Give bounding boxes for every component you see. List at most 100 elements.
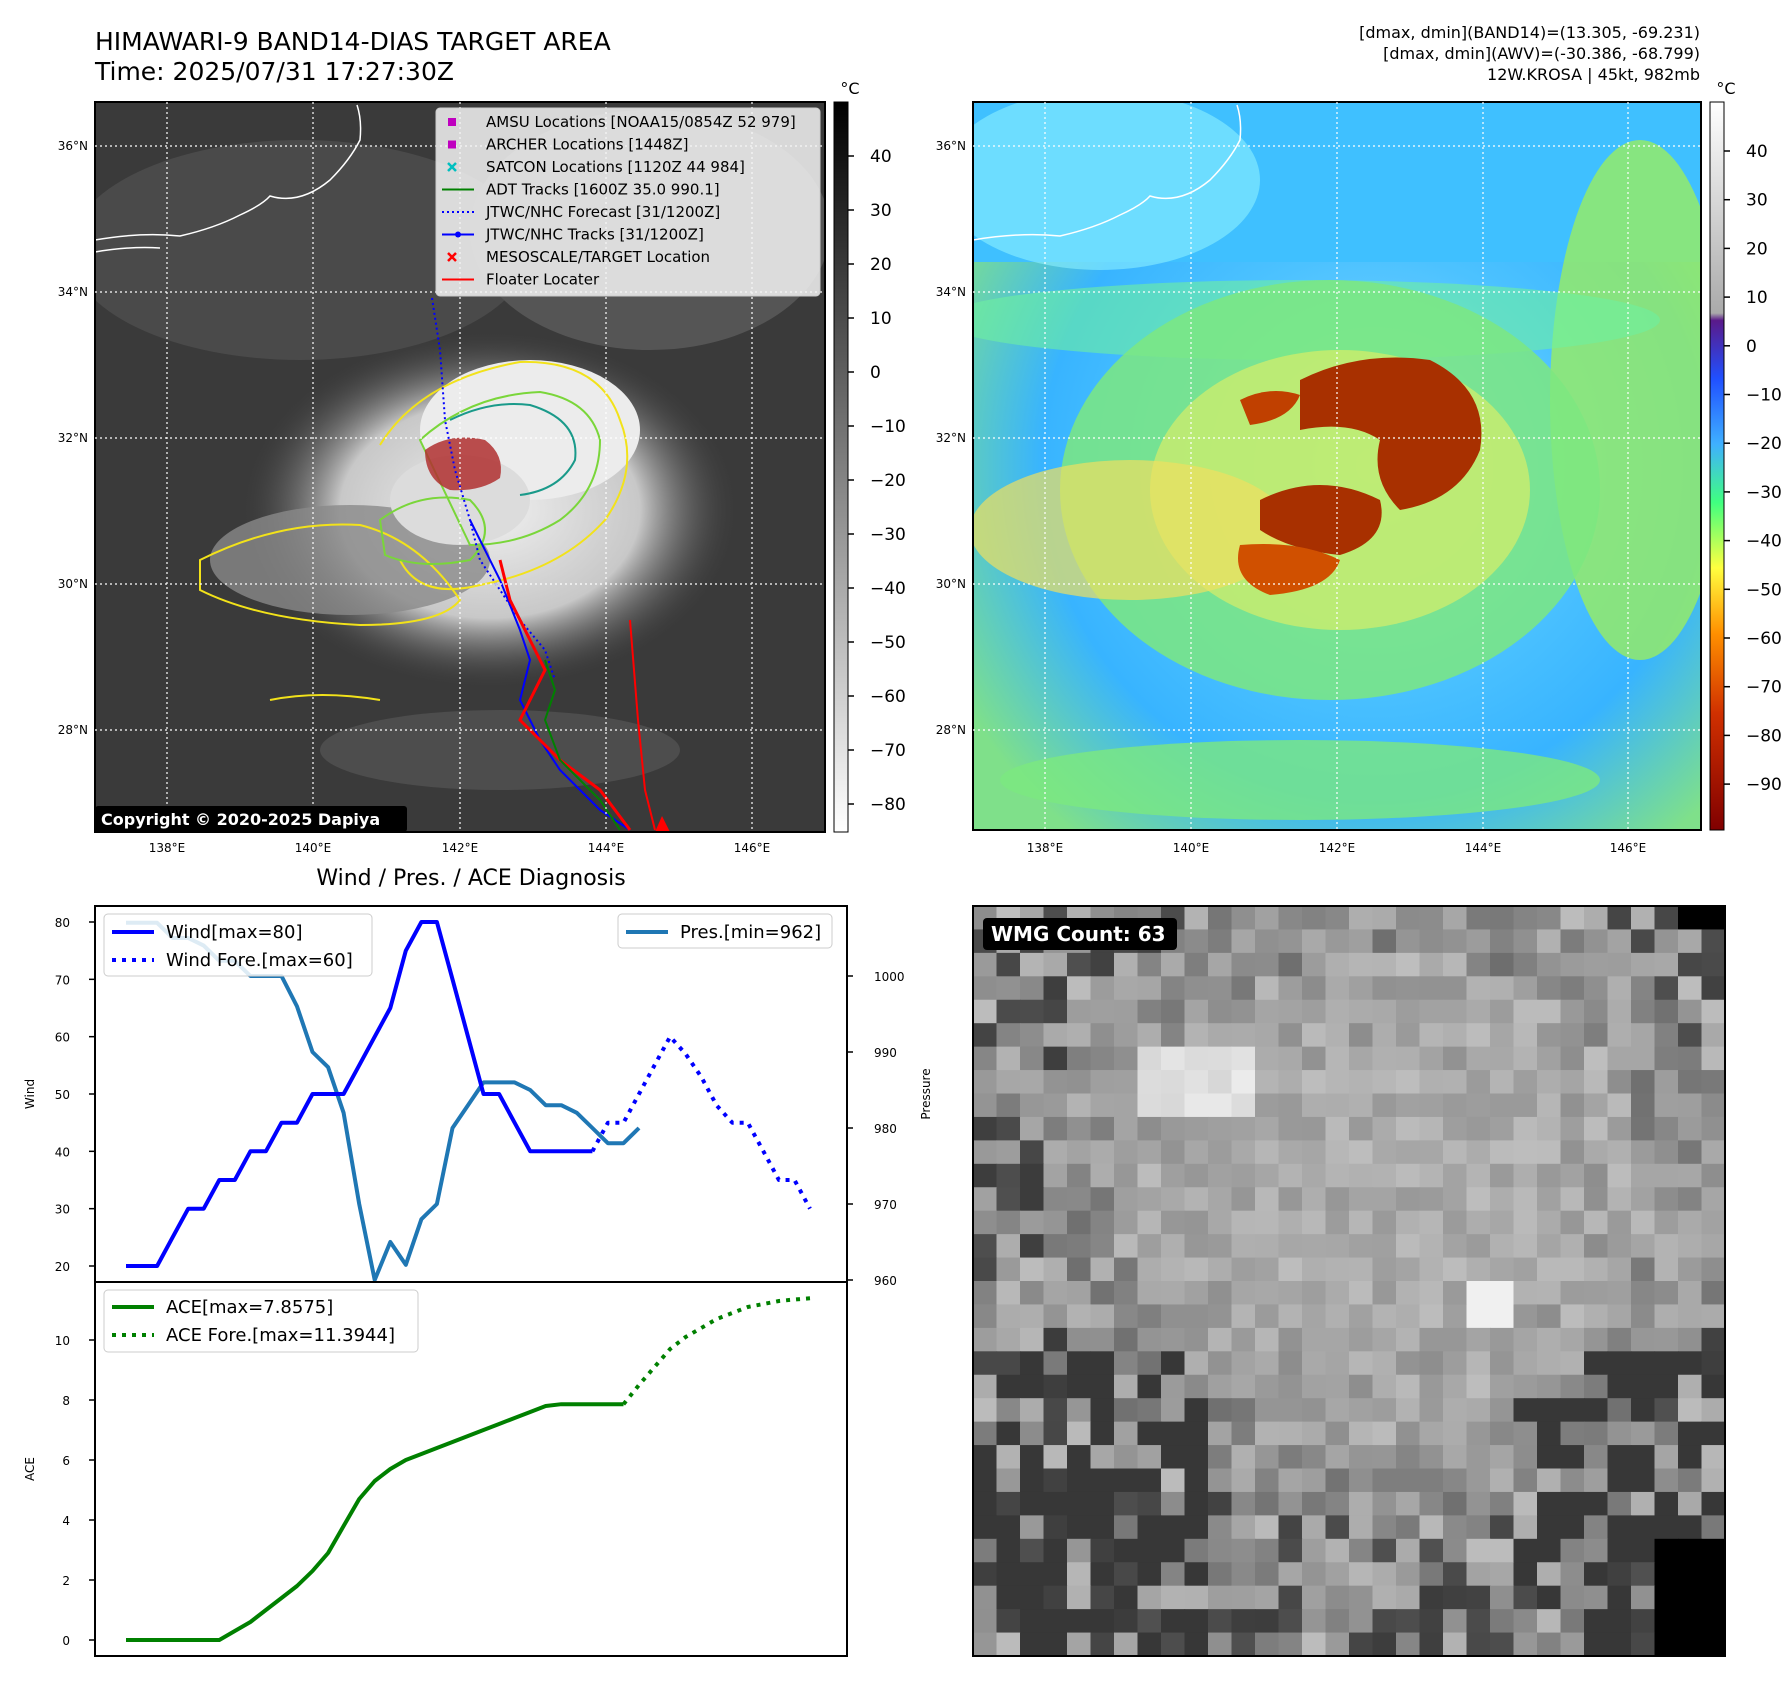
legend-item: SATCON Locations [1120Z 44 984] xyxy=(447,158,745,176)
wmg-cell xyxy=(1443,1187,1468,1212)
wmg-cell xyxy=(1607,1538,1632,1563)
wmg-cell xyxy=(1255,1538,1280,1563)
wmg-cell xyxy=(1584,1585,1609,1610)
wmg-cell xyxy=(1184,1632,1209,1656)
wmg-cell xyxy=(1184,1140,1209,1165)
wmg-cell xyxy=(1631,1538,1656,1563)
wmg-cell xyxy=(1443,976,1468,1001)
wmg-cell xyxy=(1584,1398,1609,1423)
wmg-cell xyxy=(1443,952,1468,977)
wmg-cell xyxy=(1090,976,1115,1001)
wmg-cell xyxy=(1513,952,1538,977)
wmg-cell xyxy=(1231,1515,1256,1540)
wmg-cell xyxy=(1231,929,1256,954)
wmg-cell xyxy=(1396,1304,1421,1329)
wmg-cell xyxy=(1701,1374,1725,1399)
wmg-cell xyxy=(973,1374,998,1399)
wmg-cell xyxy=(1396,1234,1421,1259)
wmg-cell xyxy=(1466,1468,1491,1493)
wmg-cell xyxy=(1278,1257,1303,1282)
wmg-cell xyxy=(1090,1515,1115,1540)
wmg-cell xyxy=(1560,1538,1585,1563)
wmg-cell xyxy=(1419,1257,1444,1282)
wmg-cell xyxy=(1443,1327,1468,1352)
wmg-cell xyxy=(1372,999,1397,1024)
wmg-cell xyxy=(1231,1187,1256,1212)
wmg-cell xyxy=(1466,1398,1491,1423)
wmg-cell xyxy=(1161,1562,1186,1587)
wmg-cell xyxy=(1584,1327,1609,1352)
wmg-cell xyxy=(1513,1374,1538,1399)
wmg-cell xyxy=(1560,1140,1585,1165)
wmg-cell xyxy=(1325,1491,1350,1516)
legend-label: JTWC/NHC Tracks [31/1200Z] xyxy=(485,226,704,244)
wmg-cell xyxy=(1231,952,1256,977)
awv-colorbar: °C 40 30 20 10 0 −10 −20 −30 −40 −50 −60 −70 −80 −90 xyxy=(1709,79,1782,831)
wmg-cell xyxy=(1678,1116,1703,1141)
awv-imagery xyxy=(973,102,1701,830)
wmg-cell xyxy=(1678,906,1703,931)
wmg-cell xyxy=(1255,1398,1280,1423)
lat-tick-label: 32°N xyxy=(58,431,88,445)
wmg-cell xyxy=(1067,1116,1092,1141)
wmg-cell xyxy=(1161,1585,1186,1610)
wmg-cell xyxy=(1231,1093,1256,1118)
wmg-cell xyxy=(1678,1538,1703,1563)
lat-tick-label: 30°N xyxy=(58,577,88,591)
wmg-cell xyxy=(973,1257,998,1282)
wmg-cell xyxy=(1067,1374,1092,1399)
wmg-cell xyxy=(1043,1515,1068,1540)
wmg-cell xyxy=(1161,976,1186,1001)
wmg-cell xyxy=(1701,1445,1725,1470)
wmg-cell xyxy=(1255,1116,1280,1141)
legend-label: AMSU Locations [NOAA15/0854Z 52 979] xyxy=(486,113,796,131)
wmg-cell xyxy=(1325,1398,1350,1423)
wmg-cell xyxy=(1302,1187,1327,1212)
wmg-cell xyxy=(1208,1187,1233,1212)
wmg-cell xyxy=(1067,1327,1092,1352)
wmg-cell xyxy=(1701,929,1725,954)
wmg-cell xyxy=(1302,1468,1327,1493)
wmg-cell xyxy=(1090,1421,1115,1446)
wmg-cell xyxy=(1208,1632,1233,1656)
wmg-cell xyxy=(1043,1187,1068,1212)
wmg-cell xyxy=(1114,1210,1139,1235)
lon-tick-label: 142°E xyxy=(1319,841,1356,855)
wmg-cell xyxy=(1255,1210,1280,1235)
wmg-cell xyxy=(1255,1585,1280,1610)
lon-tick-label: 138°E xyxy=(1027,841,1064,855)
wmg-cell xyxy=(1349,1398,1374,1423)
wmg-cell xyxy=(1067,1562,1092,1587)
wmg-cell xyxy=(1349,1491,1374,1516)
wmg-cell xyxy=(1020,1421,1045,1446)
wmg-cell xyxy=(973,1445,998,1470)
wmg-cell xyxy=(1490,1187,1515,1212)
wmg-cell xyxy=(1701,999,1725,1024)
wmg-cell xyxy=(996,1445,1021,1470)
wmg-cell xyxy=(1278,1491,1303,1516)
wmg-cell xyxy=(1349,1234,1374,1259)
lon-tick-label: 144°E xyxy=(588,841,625,855)
wmg-cell xyxy=(996,1562,1021,1587)
lat-tick-label: 34°N xyxy=(936,285,966,299)
wmg-cell xyxy=(1607,1468,1632,1493)
wmg-cell xyxy=(1020,1023,1045,1048)
wmg-cell xyxy=(1043,1116,1068,1141)
axis-tick-label: 80 xyxy=(55,916,70,930)
wmg-cell xyxy=(973,1538,998,1563)
legend-label: Floater Locater xyxy=(486,271,600,289)
wmg-cell xyxy=(1255,1562,1280,1587)
wmg-cell xyxy=(1584,1374,1609,1399)
wmg-cell xyxy=(1631,1327,1656,1352)
colorbar-tick-label: −60 xyxy=(1746,629,1782,649)
wmg-cell xyxy=(1114,1070,1139,1095)
wmg-cell xyxy=(1631,999,1656,1024)
wmg-cell xyxy=(973,976,998,1001)
wmg-cell xyxy=(1137,1445,1162,1470)
wmg-cell xyxy=(1161,1351,1186,1376)
wmg-cell xyxy=(1584,1632,1609,1656)
wmg-cell xyxy=(1537,1468,1562,1493)
wmg-cell xyxy=(1114,1327,1139,1352)
wmg-cell xyxy=(1208,1585,1233,1610)
wmg-cell xyxy=(1114,952,1139,977)
